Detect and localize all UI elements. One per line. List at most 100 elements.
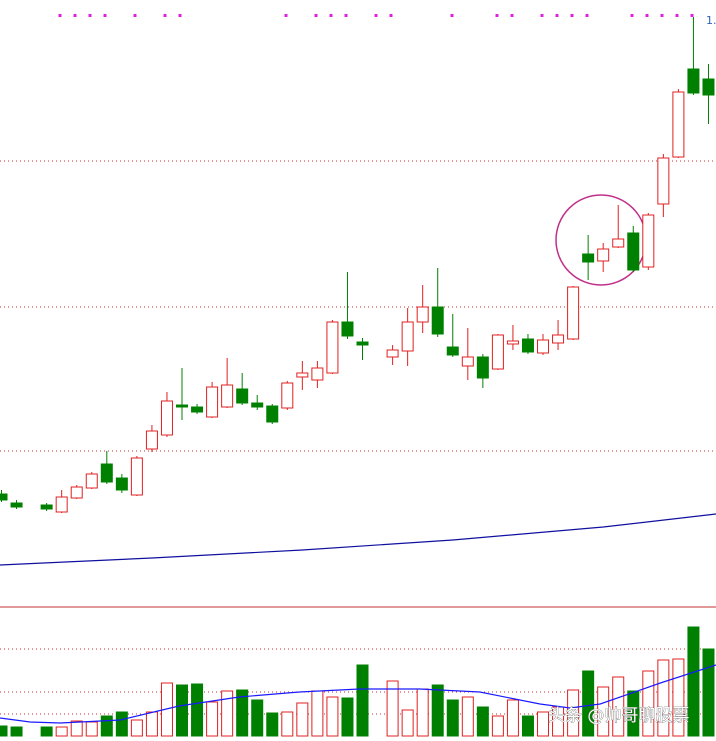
volume-bar — [236, 689, 249, 737]
candle-body — [612, 238, 625, 248]
volume-bar — [476, 706, 489, 737]
marker-dot — [103, 14, 107, 17]
candle-body — [506, 340, 519, 345]
marker-dot — [645, 14, 649, 17]
marker-dot — [690, 14, 694, 17]
volume-bar — [281, 711, 294, 737]
candle-body — [491, 334, 504, 370]
candle-body — [521, 338, 534, 353]
volume-bar — [672, 658, 685, 737]
volume-bar — [266, 712, 279, 737]
volume-bar — [506, 699, 519, 737]
volume-bar — [40, 726, 53, 737]
marker-dot — [660, 14, 664, 17]
candle-body — [160, 400, 173, 436]
candle-body — [386, 349, 399, 358]
candle-body — [176, 404, 189, 408]
volume-bar — [311, 690, 324, 737]
volume-moving-average — [0, 664, 716, 724]
candle-body — [266, 405, 279, 423]
volume-bar — [115, 711, 128, 737]
volume-bar — [10, 726, 23, 737]
volume-bar — [461, 696, 474, 737]
marker-dot — [88, 14, 92, 17]
marker-dot — [389, 14, 393, 17]
volume-bar — [100, 715, 113, 737]
candle-body — [100, 463, 113, 483]
candle-body — [281, 382, 294, 409]
marker-dot — [163, 14, 167, 17]
candle-body — [537, 339, 550, 354]
candle-body — [85, 473, 98, 489]
candle-body — [642, 214, 655, 268]
candle-body — [40, 504, 53, 510]
marker-dot — [344, 14, 348, 17]
marker-dot — [585, 14, 589, 17]
volume-bar — [145, 711, 158, 737]
volume-bar — [130, 719, 143, 737]
volume-bar — [55, 726, 68, 737]
volume-bar — [326, 696, 339, 737]
candle-body — [657, 157, 670, 205]
volume-bar — [191, 683, 204, 737]
volume-bar — [702, 648, 715, 737]
volume-bar — [416, 688, 429, 737]
volume-bar — [356, 664, 369, 737]
candle-body — [221, 384, 234, 408]
volume-bar — [597, 686, 610, 737]
marker-dot — [374, 14, 378, 17]
marker-dot — [675, 14, 679, 17]
candle-body — [672, 91, 685, 158]
watermark: 头条 @帅哥聊股票 — [548, 706, 689, 726]
volume-bar — [0, 725, 8, 737]
candle-body — [687, 68, 700, 94]
candle-body — [702, 78, 715, 96]
marker-dot — [284, 14, 288, 17]
marker-dot — [73, 14, 77, 17]
candle-body — [311, 367, 324, 381]
volume-bar — [567, 689, 580, 737]
candle-body — [10, 502, 23, 508]
candle-body — [446, 346, 459, 356]
candle-body — [341, 321, 354, 337]
marker-dot — [133, 14, 137, 17]
candle-body — [236, 388, 249, 404]
annotation: 1.4 — [706, 14, 716, 27]
volume-bar — [251, 699, 264, 737]
volume-bar — [642, 670, 655, 737]
candle-body — [130, 457, 143, 496]
marker-dot — [314, 14, 318, 17]
candle-body — [206, 386, 219, 418]
volume-bar — [160, 682, 173, 737]
volume-bar — [627, 690, 640, 737]
volume-bar — [401, 709, 414, 737]
candle-body — [191, 406, 204, 413]
moving-average — [0, 513, 716, 566]
candle-body — [356, 341, 369, 346]
volume-bar — [491, 715, 504, 737]
volume-bar — [537, 711, 550, 737]
marker-dot — [178, 14, 182, 17]
marker-dot — [450, 14, 454, 17]
volume-bar — [657, 659, 670, 737]
candle-body — [431, 306, 444, 335]
candle-body — [416, 306, 429, 323]
volume-bar — [687, 626, 700, 737]
marker-dot — [58, 14, 62, 17]
volume-bar — [446, 699, 459, 737]
marker-dot — [555, 14, 559, 17]
candle-body — [0, 493, 8, 501]
volume-bar — [582, 670, 595, 737]
candle-body — [70, 486, 83, 499]
candle-body — [597, 248, 610, 262]
marker-dot — [495, 14, 499, 17]
candle-body — [145, 430, 158, 450]
volume-bar — [431, 684, 444, 737]
volume-bar — [521, 715, 534, 737]
candle-body — [326, 321, 339, 374]
candle-body — [567, 286, 580, 340]
volume-bar — [296, 702, 309, 737]
volume-bar — [206, 701, 219, 737]
marker-dot — [510, 14, 514, 17]
